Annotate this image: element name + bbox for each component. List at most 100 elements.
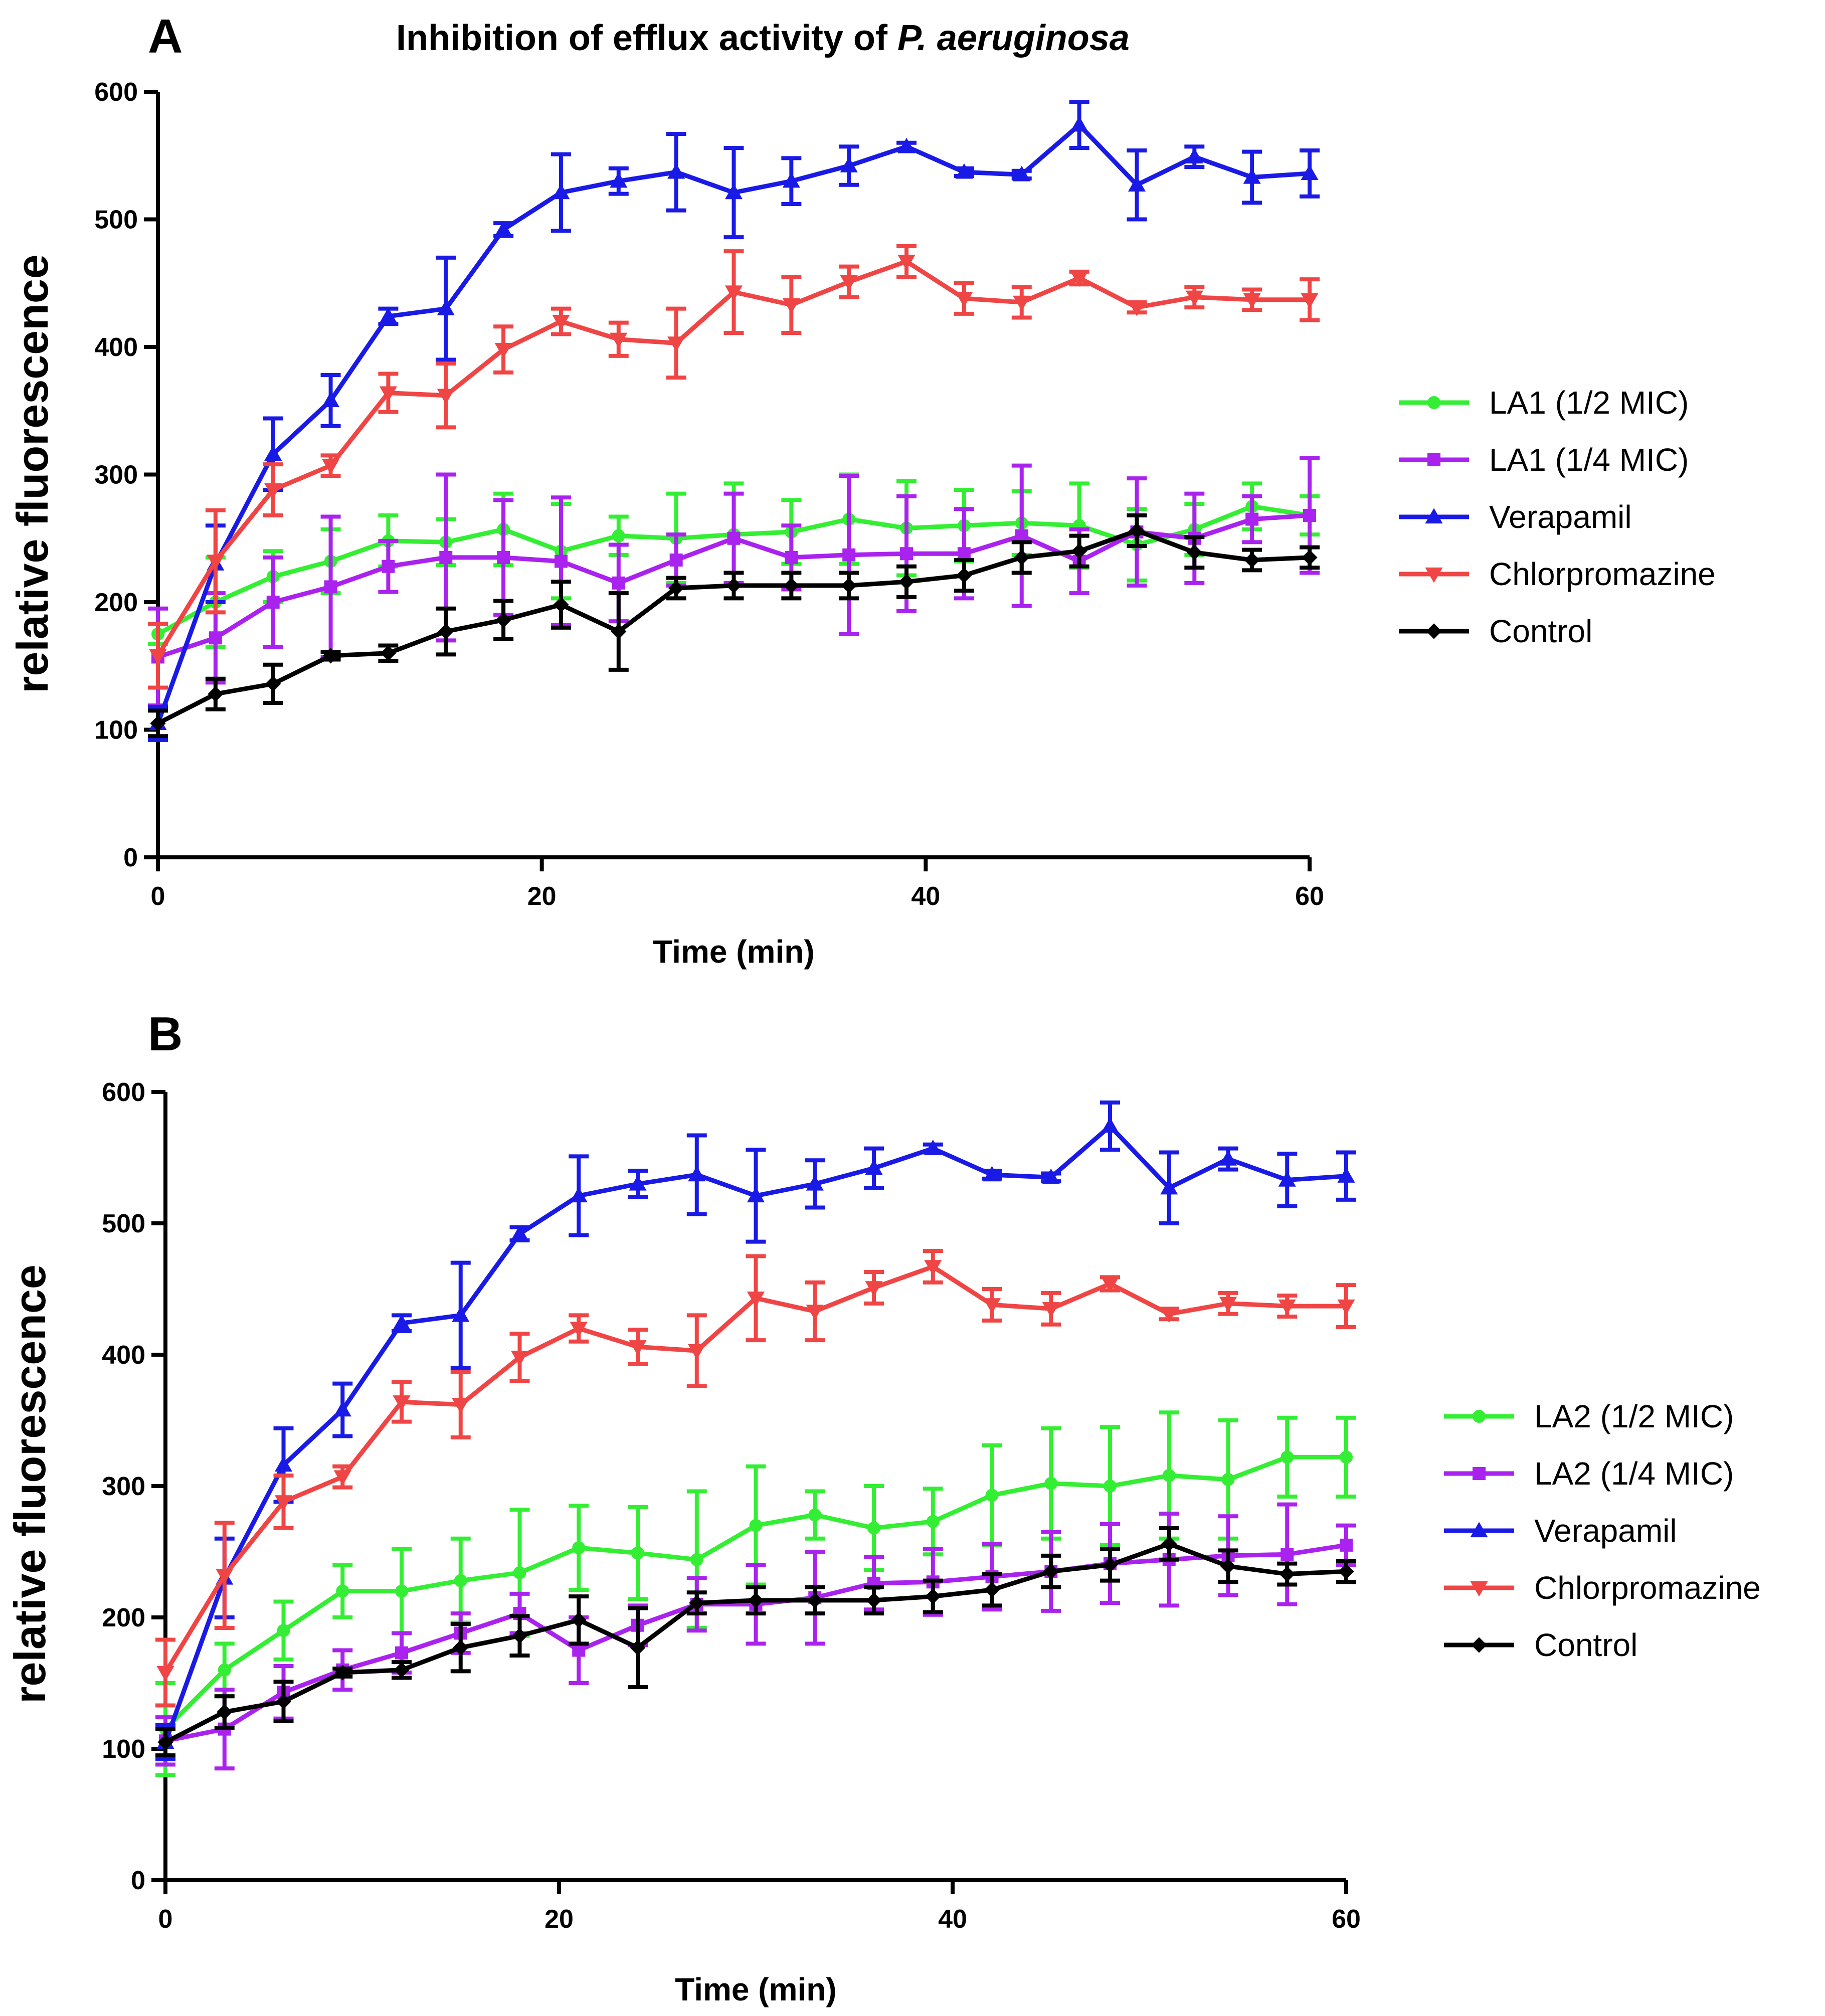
data-point	[382, 560, 395, 573]
data-point	[1338, 1563, 1354, 1579]
legend-item: LA1 (1/2 MIC)	[1399, 385, 1689, 421]
x-axis-title: Time (min)	[675, 1971, 836, 2007]
data-point	[983, 1298, 1001, 1314]
data-point	[334, 1665, 350, 1681]
x-axis-title: Time (min)	[653, 934, 814, 970]
data-point	[984, 1582, 1000, 1598]
data-point	[688, 1166, 706, 1182]
data-point	[552, 184, 570, 200]
data-point	[511, 1628, 528, 1644]
x-tick-label: 20	[527, 882, 557, 911]
data-point	[1221, 1473, 1235, 1486]
data-point	[840, 275, 858, 291]
data-point	[453, 1639, 469, 1656]
y-tick-label: 400	[94, 333, 138, 362]
panel-letter-b: B	[148, 1007, 182, 1061]
legend-label: LA2 (1/2 MIC)	[1534, 1398, 1734, 1434]
legend-marker	[1425, 508, 1443, 524]
data-point	[157, 1734, 173, 1750]
y-tick-label: 300	[102, 1472, 145, 1501]
data-point	[379, 386, 397, 402]
y-tick-label: 0	[131, 1866, 145, 1895]
data-point	[897, 255, 916, 271]
data-point	[897, 137, 916, 153]
data-point	[667, 163, 685, 179]
data-point	[1162, 1469, 1176, 1483]
data-point	[510, 1225, 529, 1241]
data-point	[1243, 293, 1261, 309]
data-point	[322, 459, 340, 475]
y-tick-label: 200	[102, 1603, 145, 1632]
data-point	[454, 1574, 467, 1587]
data-point	[925, 1588, 941, 1604]
data-point	[1042, 1302, 1060, 1318]
data-point	[629, 1175, 647, 1191]
x-tick-label: 40	[938, 1905, 967, 1934]
data-point	[274, 1456, 293, 1472]
data-point	[1128, 176, 1146, 192]
data-point	[924, 1140, 942, 1155]
data-point	[1301, 164, 1319, 180]
legend-label: LA1 (1/4 MIC)	[1489, 442, 1689, 478]
data-point	[150, 715, 166, 731]
legend: LA2 (1/2 MIC) LA2 (1/4 MIC) Verapamil Chlor…	[1444, 1398, 1761, 1663]
y-tick-label: 500	[102, 1209, 145, 1238]
data-point	[867, 1521, 880, 1535]
data-point	[552, 314, 570, 330]
chart-panel-a: 0 100 200 300 400 500 600 0 20 40 60 Time (min) rela…	[8, 78, 1716, 970]
data-point	[747, 1292, 765, 1307]
legend-item: Verapamil	[1444, 1513, 1677, 1549]
data-point	[806, 1305, 824, 1321]
data-point	[1013, 295, 1031, 311]
legend: LA1 (1/2 MIC) LA1 (1/4 MIC) Verapamil Chlor…	[1399, 385, 1716, 649]
legend-label: Verapamil	[1534, 1513, 1677, 1549]
y-tick-label: 100	[94, 716, 138, 745]
data-point	[782, 172, 800, 188]
data-point	[1301, 293, 1319, 309]
data-point	[336, 1584, 349, 1598]
data-point	[1337, 1167, 1355, 1183]
series-chlorpromazine	[155, 1249, 1356, 1708]
figure-title-organism: P. aeruginosa	[897, 18, 1130, 58]
data-point	[1128, 300, 1146, 316]
data-point	[1340, 1538, 1353, 1552]
data-point	[380, 645, 396, 661]
legend-label: Control	[1489, 613, 1592, 649]
chart-panel-b: 0 100 200 300 400 500 600 0 20 40 60 Time (min) rela…	[5, 1078, 1761, 2007]
data-point	[207, 555, 225, 571]
data-point	[1104, 1480, 1117, 1493]
data-point	[667, 336, 685, 352]
data-point	[610, 332, 628, 348]
data-point	[1043, 1563, 1059, 1579]
legend-item: Chlorpromazine	[1399, 556, 1716, 592]
data-point	[1102, 1557, 1118, 1573]
data-point	[149, 649, 167, 665]
data-point	[1279, 1566, 1295, 1582]
data-point	[1278, 1299, 1296, 1315]
data-point	[1129, 522, 1145, 539]
data-point	[208, 686, 224, 702]
legend-marker	[1473, 1467, 1486, 1480]
data-point	[395, 1646, 408, 1660]
data-point	[1044, 1477, 1058, 1490]
data-point	[333, 1401, 351, 1417]
data-point	[985, 1489, 999, 1502]
data-point	[1042, 1168, 1060, 1184]
data-point	[785, 551, 798, 564]
data-point	[807, 1592, 823, 1608]
data-point	[572, 1643, 586, 1657]
data-point	[1219, 1150, 1237, 1166]
legend-label: LA1 (1/2 MIC)	[1489, 385, 1689, 421]
data-point	[218, 1663, 231, 1677]
data-point	[439, 551, 453, 564]
data-point	[156, 1666, 174, 1682]
legend-item: Control	[1444, 1627, 1637, 1663]
data-point	[1281, 1450, 1294, 1464]
data-point	[1244, 552, 1260, 568]
data-point	[1243, 168, 1261, 184]
data-point	[395, 1584, 408, 1598]
data-point	[610, 172, 628, 188]
data-point	[277, 1624, 290, 1637]
data-point	[956, 567, 972, 584]
